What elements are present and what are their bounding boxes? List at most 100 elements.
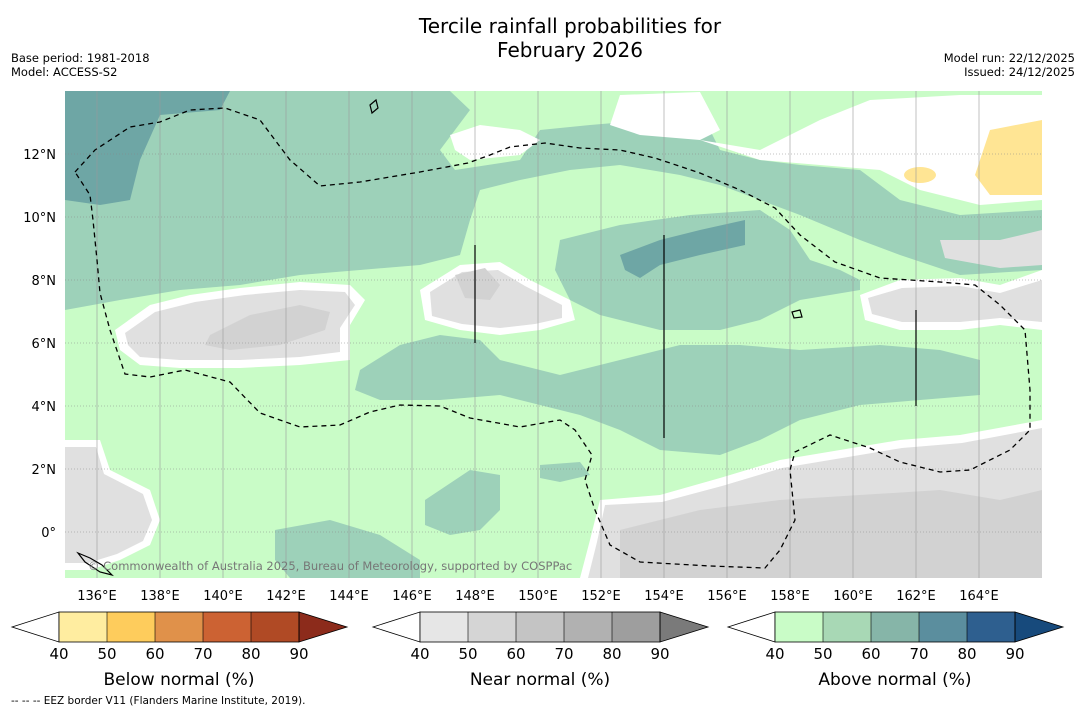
lat-labels: 12°N 10°N 8°N 6°N 4°N 2°N 0° bbox=[23, 148, 56, 541]
lat-label: 10°N bbox=[23, 211, 56, 226]
field-near-50-central bbox=[455, 268, 500, 300]
field-white-patch-2 bbox=[610, 92, 720, 140]
cb-tick: 50 bbox=[813, 645, 832, 663]
lon-label: 146°E bbox=[392, 589, 432, 604]
cb-tick: 70 bbox=[193, 645, 212, 663]
lon-label: 158°E bbox=[770, 589, 810, 604]
cb-tick: 50 bbox=[458, 645, 477, 663]
field-above-60-central bbox=[620, 220, 745, 278]
cb-tick: 70 bbox=[909, 645, 928, 663]
lon-label: 148°E bbox=[455, 589, 495, 604]
cb-near-arrow-right bbox=[659, 611, 710, 643]
lon-label: 162°E bbox=[896, 589, 936, 604]
lon-label: 160°E bbox=[833, 589, 873, 604]
cb-above-arrow-right bbox=[1014, 611, 1065, 643]
cb-near-bin bbox=[516, 612, 564, 642]
cb-below-bin bbox=[155, 612, 203, 642]
lat-label: 12°N bbox=[23, 148, 56, 163]
cb-above-bin bbox=[775, 612, 823, 642]
model-run: Model run: 22/12/2025 bbox=[943, 51, 1075, 65]
lat-label: 2°N bbox=[32, 463, 57, 478]
cb-tick: 90 bbox=[1005, 645, 1024, 663]
cb-above-label: Above normal (%) bbox=[818, 670, 971, 690]
field-near-40-east-2 bbox=[940, 230, 1042, 268]
lat-label: 4°N bbox=[32, 400, 57, 415]
field-above-50-patch-3 bbox=[275, 520, 420, 578]
cb-near-bin bbox=[420, 612, 468, 642]
lon-label: 140°E bbox=[203, 589, 243, 604]
cb-below-arrow-left bbox=[10, 611, 60, 643]
lon-label: 164°E bbox=[959, 589, 999, 604]
field-below-40-ne bbox=[975, 120, 1042, 195]
field-near-50-west bbox=[205, 305, 330, 350]
cb-tick: 40 bbox=[49, 645, 68, 663]
field-above-50-south bbox=[355, 335, 980, 455]
cb-tick: 80 bbox=[602, 645, 621, 663]
cb-below-arrow-right bbox=[298, 611, 349, 643]
lon-label: 152°E bbox=[581, 589, 621, 604]
lat-label: 6°N bbox=[32, 337, 57, 352]
cb-tick: 60 bbox=[506, 645, 525, 663]
field-above-50-patch-2 bbox=[425, 470, 500, 535]
field-white-ne bbox=[700, 95, 1042, 205]
meta-left: Base period: 1981-2018 Model: ACCESS-S2 bbox=[11, 51, 150, 79]
cb-near-arrow-left bbox=[371, 611, 421, 643]
cb-below-bin bbox=[203, 612, 251, 642]
cb-tick: 40 bbox=[765, 645, 784, 663]
cb-below-bin bbox=[251, 612, 299, 642]
cb-tick: 90 bbox=[650, 645, 669, 663]
cb-tick: 40 bbox=[410, 645, 429, 663]
cb-tick: 50 bbox=[97, 645, 116, 663]
cb-near-bin bbox=[564, 612, 612, 642]
cb-below-bin bbox=[107, 612, 155, 642]
lon-label: 138°E bbox=[140, 589, 180, 604]
issued-date: Issued: 24/12/2025 bbox=[964, 65, 1075, 79]
base-period: Base period: 1981-2018 bbox=[11, 51, 150, 65]
copyright-notice: © Commonwealth of Australia 2025, Bureau… bbox=[88, 559, 572, 573]
title-line-2: February 2026 bbox=[497, 38, 643, 62]
field-above-60-nw bbox=[65, 91, 230, 205]
lon-label: 142°E bbox=[266, 589, 306, 604]
colorbar-below: 40 50 60 70 80 90 Below normal (%) bbox=[10, 611, 349, 690]
lon-label: 156°E bbox=[707, 589, 747, 604]
colorbar-above: 40 50 60 70 80 90 Above normal (%) bbox=[726, 611, 1065, 690]
cb-above-bin bbox=[823, 612, 871, 642]
cb-above-bin bbox=[919, 612, 967, 642]
islands bbox=[76, 98, 917, 577]
field-near-40-sw bbox=[65, 447, 152, 563]
cb-tick: 70 bbox=[554, 645, 573, 663]
cb-above-arrow-left bbox=[726, 611, 776, 643]
eez-border bbox=[74, 107, 1031, 569]
meta-right: Model run: 22/12/2025 Issued: 24/12/2025 bbox=[944, 51, 1075, 79]
cb-tick: 90 bbox=[289, 645, 308, 663]
island-1 bbox=[369, 98, 379, 115]
cb-near-label: Near normal (%) bbox=[470, 670, 610, 690]
cb-below-label: Below normal (%) bbox=[104, 670, 255, 690]
field-near-50-se bbox=[620, 490, 1042, 578]
lon-labels: 136°E 138°E 140°E 142°E 144°E 146°E 148°… bbox=[77, 589, 999, 604]
field-above-50-central bbox=[555, 210, 860, 330]
cb-tick: 60 bbox=[145, 645, 164, 663]
field-above-50-patch-1 bbox=[540, 462, 590, 482]
lat-label: 8°N bbox=[32, 274, 57, 289]
lon-label: 154°E bbox=[644, 589, 684, 604]
field-near-40-east bbox=[868, 280, 1042, 322]
cb-below-bin bbox=[59, 612, 107, 642]
field-above-50-north bbox=[65, 91, 1042, 310]
cb-near-bin bbox=[612, 612, 660, 642]
cb-near-bin bbox=[468, 612, 516, 642]
cb-tick: 80 bbox=[241, 645, 260, 663]
island-solomon bbox=[76, 551, 114, 577]
eez-note: -- -- -- EEZ border V11 (Flanders Marine… bbox=[11, 695, 306, 707]
page-title: Tercile rainfall probabilities for Febru… bbox=[0, 14, 1085, 62]
lat-label: 0° bbox=[41, 526, 56, 541]
cb-above-bin bbox=[871, 612, 919, 642]
colorbar-near: 40 50 60 70 80 90 Near normal (%) bbox=[371, 611, 710, 690]
model-name: Model: ACCESS-S2 bbox=[11, 65, 118, 79]
map-fields bbox=[65, 91, 1042, 578]
lon-label: 150°E bbox=[518, 589, 558, 604]
title-line-1: Tercile rainfall probabilities for bbox=[418, 14, 722, 38]
lon-label: 144°E bbox=[329, 589, 369, 604]
cb-tick: 80 bbox=[957, 645, 976, 663]
